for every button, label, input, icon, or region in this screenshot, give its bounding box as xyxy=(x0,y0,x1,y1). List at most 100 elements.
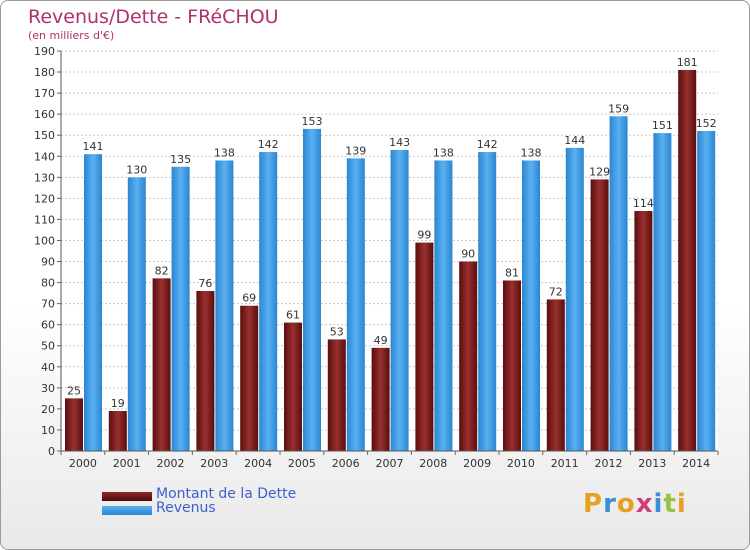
y-tick-label: 150 xyxy=(34,129,55,142)
y-tick-label: 190 xyxy=(34,45,55,58)
data-label-revenue: 151 xyxy=(652,119,673,132)
y-tick-label: 110 xyxy=(34,213,55,226)
bar-debt xyxy=(678,69,697,452)
data-label-revenue: 135 xyxy=(170,153,191,166)
data-label-debt: 25 xyxy=(67,384,81,397)
x-tick-label: 2006 xyxy=(332,457,360,470)
x-tick-label: 2004 xyxy=(244,457,272,470)
data-label-debt: 81 xyxy=(505,266,519,279)
x-tick-label: 2011 xyxy=(551,457,579,470)
bar-debt xyxy=(152,278,171,451)
data-label-revenue: 130 xyxy=(126,163,147,176)
x-tick-label: 2014 xyxy=(682,457,710,470)
data-label-revenue: 141 xyxy=(83,140,104,153)
data-label-revenue: 159 xyxy=(608,102,629,115)
y-tick-label: 80 xyxy=(41,277,55,290)
y-tick-label: 120 xyxy=(34,192,55,205)
y-tick-label: 160 xyxy=(34,108,55,121)
data-label-revenue: 139 xyxy=(345,144,366,157)
y-tick-label: 90 xyxy=(41,256,55,269)
proxiti-logo: Proxiti xyxy=(583,489,687,519)
bar-revenue xyxy=(171,166,190,451)
y-tick-label: 170 xyxy=(34,87,55,100)
bar-debt xyxy=(546,299,565,451)
y-tick-label: 130 xyxy=(34,171,55,184)
logo-letter: t xyxy=(663,489,677,519)
bar-revenue xyxy=(84,154,102,451)
data-label-revenue: 144 xyxy=(564,134,585,147)
y-tick-label: 60 xyxy=(41,319,55,332)
data-label-debt: 76 xyxy=(198,277,212,290)
data-label-revenue: 142 xyxy=(258,138,279,151)
bar-debt xyxy=(503,280,521,451)
x-tick-label: 2005 xyxy=(288,457,316,470)
x-tick-label: 2008 xyxy=(419,457,447,470)
data-label-debt: 53 xyxy=(330,325,344,338)
data-label-debt: 181 xyxy=(677,56,698,69)
legend-label-revenue: Revenus xyxy=(156,500,216,516)
x-tick-label: 2010 xyxy=(507,457,535,470)
data-label-revenue: 142 xyxy=(477,138,498,151)
x-tick-label: 2000 xyxy=(69,457,97,470)
y-tick-label: 100 xyxy=(34,234,55,247)
bar-revenue xyxy=(653,133,672,451)
y-tick-label: 180 xyxy=(34,66,55,79)
data-label-revenue: 138 xyxy=(521,146,542,159)
bar-debt xyxy=(590,179,609,451)
legend-swatch-revenue xyxy=(102,506,152,515)
bar-debt xyxy=(65,398,83,451)
data-label-debt: 129 xyxy=(589,165,610,178)
data-label-debt: 114 xyxy=(633,197,654,210)
bar-debt xyxy=(634,211,653,451)
y-tick-label: 10 xyxy=(41,424,55,437)
data-label-debt: 19 xyxy=(111,397,125,410)
bar-debt xyxy=(240,305,259,451)
y-tick-label: 30 xyxy=(41,382,55,395)
x-tick-label: 2007 xyxy=(376,457,404,470)
bar-debt xyxy=(196,291,215,451)
logo-letter: P xyxy=(583,489,604,519)
y-tick-label: 20 xyxy=(41,403,55,416)
legend-swatch-debt xyxy=(102,492,152,501)
data-label-debt: 72 xyxy=(549,285,563,298)
data-label-debt: 90 xyxy=(461,248,475,261)
x-tick-label: 2003 xyxy=(200,457,228,470)
data-label-debt: 99 xyxy=(417,229,431,242)
data-label-debt: 82 xyxy=(155,264,169,277)
logo-letter: r xyxy=(603,489,617,519)
data-label-revenue: 138 xyxy=(433,146,454,159)
bar-revenue xyxy=(127,177,146,451)
bar-debt xyxy=(459,261,478,451)
data-label-revenue: 153 xyxy=(302,115,323,128)
bar-revenue xyxy=(697,131,716,451)
logo-letter: i xyxy=(653,489,664,519)
y-tick-label: 70 xyxy=(41,298,55,311)
x-tick-label: 2009 xyxy=(463,457,491,470)
bar-debt xyxy=(284,322,302,451)
bar-revenue xyxy=(478,152,497,452)
bar-revenue xyxy=(434,160,453,451)
data-label-revenue: 152 xyxy=(696,117,717,130)
bar-revenue xyxy=(522,160,540,451)
logo-letter: o xyxy=(616,489,636,519)
chart-title: Revenus/Dette - FRéCHOU xyxy=(28,6,279,28)
x-tick-label: 2002 xyxy=(157,457,185,470)
x-tick-label: 2012 xyxy=(595,457,623,470)
data-label-revenue: 138 xyxy=(214,146,235,159)
bar-revenue xyxy=(390,149,409,451)
legend-label-debt: Montant de la Dette xyxy=(156,486,297,502)
bar-revenue xyxy=(259,152,278,452)
chart-subtitle: (en milliers d'€) xyxy=(28,29,115,42)
data-label-revenue: 143 xyxy=(389,136,410,149)
y-tick-label: 140 xyxy=(34,150,55,163)
y-tick-label: 50 xyxy=(41,340,55,353)
y-tick-label: 0 xyxy=(48,445,55,458)
bar-revenue xyxy=(565,147,584,451)
bar-debt xyxy=(108,411,127,451)
logo-letter: i xyxy=(676,489,687,519)
bar-debt xyxy=(327,339,346,451)
x-tick-label: 2013 xyxy=(638,457,666,470)
logo-letter: x xyxy=(635,489,654,519)
